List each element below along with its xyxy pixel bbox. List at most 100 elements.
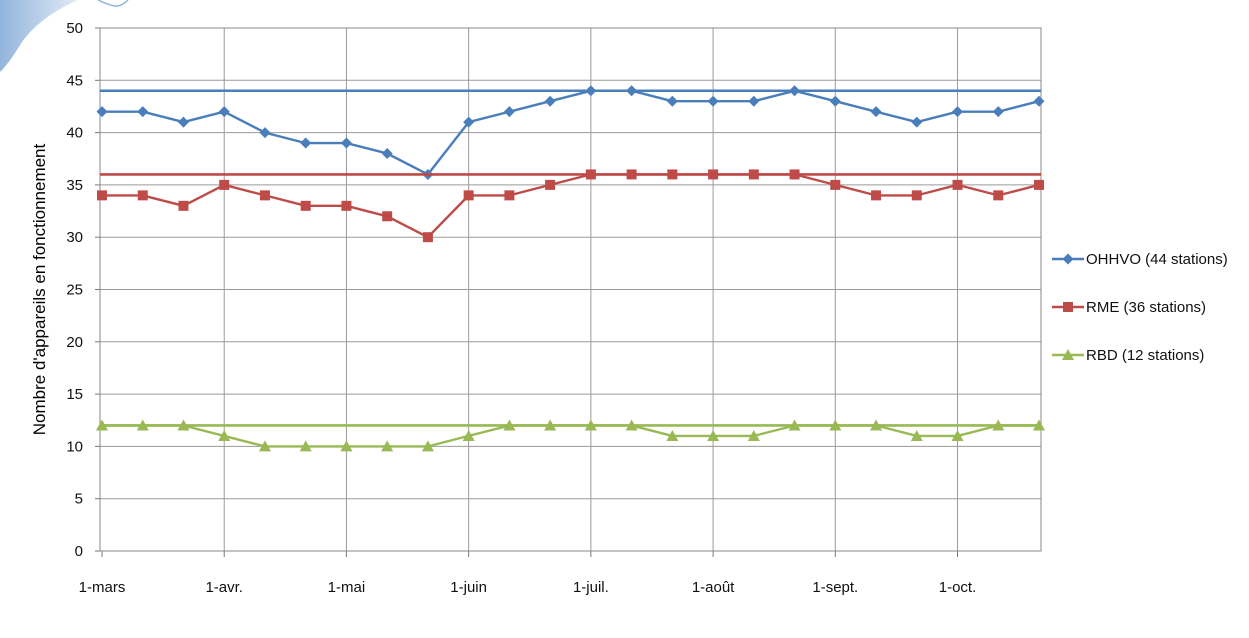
data-point — [422, 232, 433, 243]
data-point — [952, 179, 963, 190]
gridlines — [95, 27, 1041, 557]
data-point — [788, 419, 801, 431]
data-point — [911, 190, 922, 201]
series — [96, 85, 1045, 452]
legend-item: RME (36 stations) — [1052, 299, 1206, 316]
data-point — [829, 419, 842, 431]
data-point — [137, 106, 149, 118]
data-point — [259, 127, 271, 139]
y-tick-label: 30 — [66, 229, 83, 246]
x-tick-label: 1-avr. — [205, 579, 243, 596]
series-2 — [97, 169, 1044, 243]
legend-item: RBD (12 stations) — [1052, 347, 1204, 364]
data-point — [177, 419, 190, 431]
x-tick-labels: 1-mars 1-avr. 1-mai 1-juin 1-juil. 1-août 1-se… — [79, 579, 977, 596]
data-point — [258, 440, 271, 452]
data-point — [585, 85, 597, 97]
data-point — [137, 190, 148, 201]
y-tick-label: 10 — [66, 438, 83, 455]
data-point — [748, 95, 760, 107]
data-point — [992, 106, 1004, 118]
data-point — [707, 95, 719, 107]
y-axis-title: Nombre d'appareils en fonctionnement — [30, 143, 49, 435]
data-point — [340, 137, 352, 149]
data-point — [218, 106, 230, 118]
x-tick-label: 1-juil. — [573, 579, 609, 596]
data-point — [584, 419, 597, 431]
data-point — [177, 116, 189, 128]
data-point — [707, 429, 720, 441]
data-point — [1033, 419, 1045, 431]
data-point — [97, 190, 107, 201]
data-point — [504, 190, 515, 201]
x-tick-label: 1-oct. — [939, 579, 977, 596]
data-point — [666, 95, 678, 107]
data-point — [951, 429, 964, 441]
data-point — [910, 429, 923, 441]
data-point — [299, 440, 312, 452]
y-tick-label: 25 — [66, 282, 83, 299]
y-tick-label: 45 — [66, 72, 83, 89]
data-point — [992, 419, 1005, 431]
data-point — [830, 179, 841, 190]
legend-marker — [1062, 349, 1074, 360]
data-point — [625, 419, 638, 431]
data-point — [300, 200, 311, 211]
data-point — [136, 419, 149, 431]
x-tick-label: 1-mai — [328, 579, 366, 596]
data-point — [666, 429, 679, 441]
legend-label: RME (36 stations) — [1086, 299, 1206, 316]
data-point — [789, 85, 801, 97]
y-tick-label: 5 — [75, 491, 83, 508]
data-point — [626, 169, 637, 180]
legend-item: OHHVO (44 stations) — [1052, 251, 1228, 268]
series-line — [102, 424, 1039, 448]
legend: OHHVO (44 stations) RME (36 stations) RBD … — [1052, 251, 1228, 364]
series-line — [102, 173, 1040, 239]
data-point — [544, 419, 557, 431]
data-point — [259, 190, 270, 201]
legend-label: OHHVO (44 stations) — [1086, 251, 1228, 268]
data-point — [503, 419, 516, 431]
x-tick-label: 1-août — [692, 579, 735, 596]
series-1 — [96, 85, 1045, 180]
y-tick-label: 15 — [66, 386, 83, 403]
series-line — [102, 89, 1040, 176]
plot-frame — [99, 27, 1042, 552]
data-point — [340, 440, 353, 452]
x-tick-label: 1-sept. — [812, 579, 858, 596]
x-tick-label: 1-mars — [79, 579, 126, 596]
data-point — [870, 106, 882, 118]
data-point — [544, 95, 556, 107]
series-3 — [96, 419, 1045, 452]
axes — [99, 27, 1042, 552]
y-tick-label: 20 — [66, 334, 83, 351]
data-point — [381, 148, 393, 160]
data-point — [789, 169, 800, 180]
data-point — [708, 169, 719, 180]
y-tick-labels: 0 5 10 15 20 25 30 35 40 45 50 — [66, 20, 83, 560]
y-tick-label: 40 — [66, 125, 83, 142]
data-point — [993, 190, 1004, 201]
data-point — [503, 106, 515, 118]
data-point — [626, 85, 638, 97]
data-point — [1034, 179, 1044, 190]
data-point — [219, 179, 230, 190]
data-point — [463, 190, 474, 201]
legend-label: RBD (12 stations) — [1086, 347, 1204, 364]
data-point — [748, 169, 759, 180]
data-point — [585, 169, 596, 180]
data-point — [96, 106, 108, 118]
data-point — [463, 116, 475, 128]
data-point — [545, 179, 556, 190]
legend-marker — [1062, 253, 1074, 265]
legend-marker — [1063, 302, 1073, 312]
data-point — [300, 137, 312, 149]
y-tick-label: 50 — [66, 20, 83, 37]
data-point — [96, 419, 108, 431]
data-point — [218, 429, 231, 441]
data-point — [952, 106, 964, 118]
data-point — [381, 440, 394, 452]
data-point — [341, 200, 352, 211]
